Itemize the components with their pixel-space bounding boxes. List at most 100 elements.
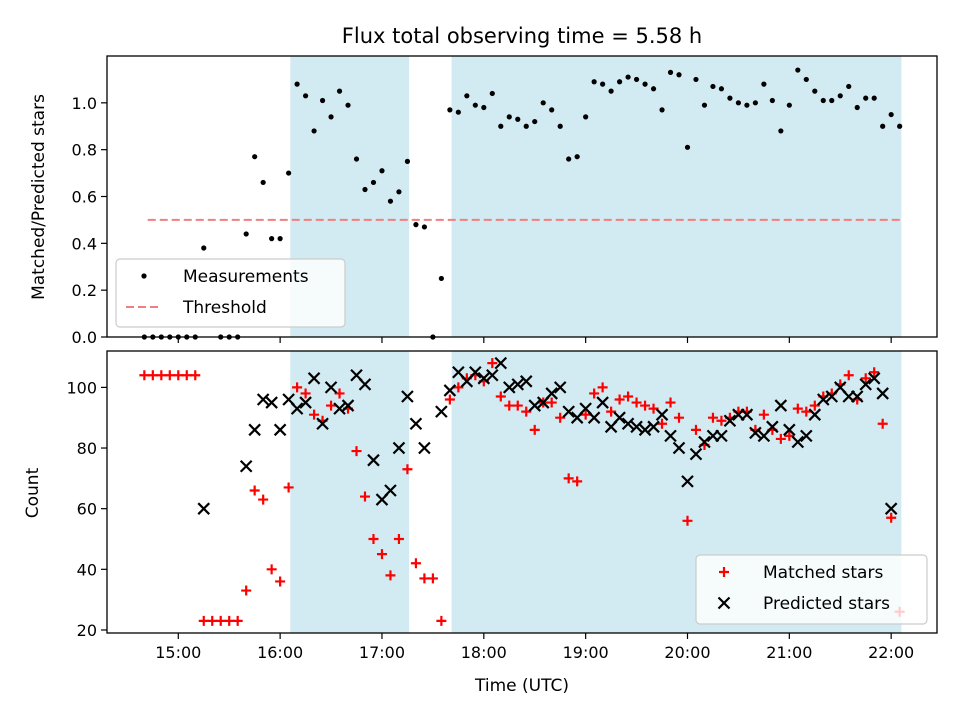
- bottom-predicted-stars-point-15: [358, 378, 372, 391]
- top-y-tick-label-1: 0.2: [72, 281, 97, 300]
- bottom-matched-stars-point-19: [300, 388, 311, 399]
- bottom-matched-stars-point-5: [181, 370, 192, 381]
- bottom-predicted-stars-point-7: [290, 402, 304, 415]
- bottom-predicted-stars-point-66: [800, 429, 813, 443]
- bottom-matched-stars-point-25: [351, 446, 362, 457]
- bottom-predicted-stars-point-73: [859, 378, 872, 391]
- top-measurements-point-47: [549, 107, 555, 113]
- top-measurements-point-17: [294, 81, 300, 87]
- bottom-matched-stars-point-58: [631, 397, 642, 408]
- top-measurements-point-52: [591, 79, 597, 85]
- top-measurements-point-68: [727, 95, 733, 101]
- top-measurements-point-18: [302, 93, 309, 99]
- bottom-matched-stars-point-27: [368, 534, 379, 544]
- bottom-matched-stars-point-3: [164, 370, 175, 381]
- bottom-matched-stars-point-34: [427, 573, 438, 584]
- bottom-predicted-stars-point-9: [307, 372, 321, 385]
- bottom-matched-stars-point-1: [147, 370, 158, 381]
- top-legend: Measurements Threshold: [115, 258, 346, 328]
- top-measurements-point-80: [829, 97, 835, 104]
- top-measurements-point-88: [897, 123, 903, 129]
- top-measurements-point-65: [701, 102, 708, 108]
- top-y-tick-label-3: 0.6: [72, 188, 97, 207]
- top-measurements-point-21: [328, 114, 334, 120]
- top-measurements-point-20: [319, 97, 326, 104]
- top-measurements-point-61: [667, 69, 674, 75]
- top-measurements-point-73: [769, 97, 775, 104]
- top-measurements-point-35: [447, 107, 453, 113]
- top-measurements-point-56: [625, 74, 631, 80]
- bottom-matched-stars-point-54: [597, 382, 608, 393]
- top-y-tick-label-0: 0.0: [72, 328, 97, 347]
- bottom-x-tick-label-5: 20:00: [664, 643, 710, 662]
- top-measurements-point-87: [888, 111, 894, 118]
- bottom-predicted-stars-point-42: [596, 396, 609, 409]
- top-measurements-point-85: [871, 95, 877, 101]
- top-measurements-point-11: [243, 231, 249, 237]
- top-measurements-point-66: [710, 83, 716, 90]
- bottom-matched-stars-point-8: [207, 615, 218, 626]
- bottom-matched-stars-point-33: [419, 573, 430, 584]
- top-measurements-point-36: [455, 109, 461, 115]
- bottom-predicted-stars-point-34: [528, 399, 542, 412]
- top-legend-marker-0: [141, 273, 147, 279]
- bottom-matched-stars-point-45: [521, 406, 532, 417]
- top-measurements-point-29: [396, 189, 402, 195]
- bottom-x-tick-label-7: 22:00: [868, 643, 914, 662]
- bottom-matched-stars-point-6: [190, 370, 201, 381]
- bottom-matched-stars-point-16: [275, 576, 286, 587]
- bottom-legend-marker-0: [719, 567, 729, 577]
- top-measurements-point-38: [472, 102, 478, 108]
- bottom-predicted-stars-point-29: [486, 368, 499, 382]
- top-measurements-point-57: [633, 76, 640, 83]
- bottom-predicted-stars-point-75: [876, 387, 889, 400]
- top-y-tick-label-5: 1.0: [72, 94, 97, 113]
- bottom-matched-stars-point-41: [487, 358, 498, 369]
- bottom-predicted-stars-point-54: [698, 435, 711, 449]
- bottom-y-tick-label-1: 40: [77, 560, 97, 579]
- bottom-matched-stars-point-18: [292, 382, 303, 393]
- bottom-matched-stars-point-87: [877, 418, 888, 429]
- bottom-matched-stars-point-11: [232, 615, 243, 626]
- bottom-matched-stars-point-49: [555, 412, 566, 423]
- top-measurements-point-84: [863, 95, 869, 101]
- bottom-predicted-stars-point-18: [384, 484, 397, 497]
- bottom-matched-stars-point-28: [376, 549, 387, 560]
- bottom-matched-stars-point-56: [614, 394, 625, 405]
- bottom-matched-stars-point-83: [843, 370, 854, 381]
- bottom-matched-stars-point-48: [546, 397, 557, 408]
- top-plot-panel: 0.0 0.2 0.4 0.6 0.8 1.0 Measurements Threshold: [72, 55, 938, 347]
- bottom-predicted-stars-point-74: [867, 372, 881, 385]
- bottom-predicted-stars-point-8: [299, 396, 312, 409]
- bottom-matched-stars-point-55: [606, 406, 617, 417]
- bottom-x-tick-label-1: 16:00: [257, 643, 303, 662]
- top-measurements-point-78: [812, 88, 818, 94]
- top-measurements-point-31: [413, 222, 419, 228]
- bottom-matched-stars-point-88: [886, 512, 897, 523]
- bottom-matched-stars-point-78: [801, 406, 812, 417]
- bottom-predicted-stars-point-53: [689, 447, 703, 461]
- top-measurements-point-59: [650, 86, 657, 92]
- top-legend-box: [115, 258, 346, 328]
- bottom-predicted-stars-point-44: [613, 411, 626, 424]
- bottom-predicted-stars-point-60: [749, 426, 762, 440]
- bottom-matched-stars-point-29: [385, 570, 396, 581]
- bottom-predicted-stars-point-36: [545, 387, 558, 400]
- bottom-matched-stars-point-67: [707, 412, 718, 423]
- bottom-predicted-stars-point-24: [443, 384, 457, 397]
- top-measurements-point-50: [574, 154, 580, 160]
- bottom-matched-stars-point-52: [580, 409, 591, 420]
- bottom-matched-stars-point-26: [359, 491, 370, 502]
- bottom-x-tick-label-3: 18:00: [461, 643, 507, 662]
- top-measurements-point-74: [778, 128, 784, 134]
- bottom-predicted-stars-point-12: [333, 402, 346, 415]
- bottom-predicted-stars-point-50: [664, 429, 677, 443]
- bottom-predicted-stars-point-3: [256, 393, 270, 406]
- bottom-matched-stars-point-36: [444, 394, 455, 405]
- bottom-legend-marker-1: [717, 596, 731, 610]
- top-measurements-point-23: [345, 102, 351, 108]
- bottom-predicted-stars-point-56: [715, 429, 728, 443]
- top-measurements-point-19: [311, 128, 317, 134]
- top-measurements-point-45: [532, 118, 538, 125]
- bottom-predicted-stars-point-59: [740, 408, 754, 421]
